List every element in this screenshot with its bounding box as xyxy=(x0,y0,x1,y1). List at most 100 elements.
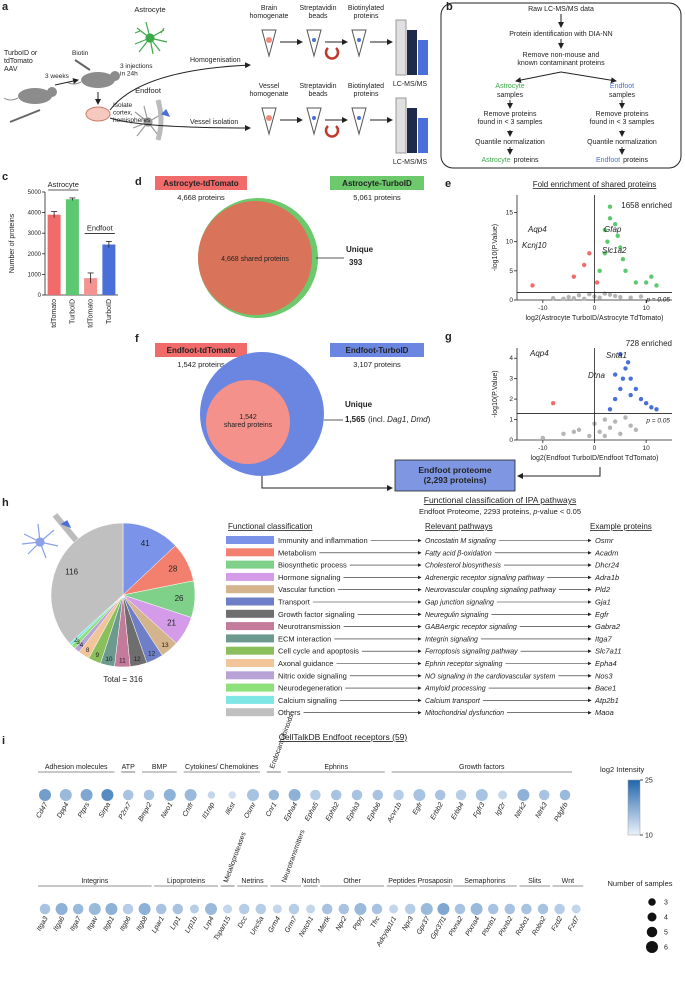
point xyxy=(633,280,639,285)
gene-label: Itgb1 xyxy=(102,915,116,932)
bubble xyxy=(101,789,114,801)
pathway: GABAergic receptor signaling xyxy=(425,624,517,631)
arrow xyxy=(517,467,601,479)
pathway: Amyloid processing xyxy=(424,686,486,693)
arrows xyxy=(280,39,393,123)
astrocyte-icon xyxy=(21,513,83,559)
label-line: cortex, xyxy=(113,109,133,116)
point xyxy=(643,401,649,406)
gene-label: Dtna xyxy=(588,371,605,380)
bubble xyxy=(372,789,384,801)
point xyxy=(571,429,577,435)
point xyxy=(618,245,623,250)
gene-label: Ptprs xyxy=(77,801,91,819)
flowchart-b xyxy=(440,2,682,169)
gene-label: Grm7 xyxy=(284,915,299,935)
label: Remove non-mouse and known contaminant pr… xyxy=(517,52,605,67)
legend-swatch xyxy=(226,708,274,717)
point xyxy=(576,293,582,298)
label: Vessel homogenate xyxy=(250,83,289,98)
bubble xyxy=(351,789,363,801)
label-part: 1,565 xyxy=(345,415,366,424)
astrocyte-icon xyxy=(134,21,168,55)
legend-swatch xyxy=(226,671,274,680)
protein: Adra1b xyxy=(594,573,619,582)
group-label: BMP xyxy=(152,764,168,771)
point xyxy=(597,429,602,435)
x-tick-label: 0 xyxy=(593,445,597,452)
label: Unique xyxy=(346,245,374,254)
label: Endfoot-tdTomato xyxy=(167,346,236,355)
point xyxy=(628,392,633,398)
gene-label: Npr3 xyxy=(401,915,415,932)
gene-label: Erbb2 xyxy=(430,801,445,821)
panel-label: h xyxy=(2,497,9,509)
bubble xyxy=(306,904,316,914)
group-label: Adhesion molecules xyxy=(45,764,108,771)
gene-label: Plxnb2 xyxy=(498,915,515,937)
label-line: 3 injections xyxy=(120,63,153,70)
point xyxy=(654,407,659,412)
label-line: homogenate xyxy=(250,91,289,98)
bubble xyxy=(39,903,51,915)
label-line: known contaminant proteins xyxy=(517,60,605,67)
bubble xyxy=(538,789,550,801)
group-label: Semaphorins xyxy=(464,878,506,885)
label-line: beads xyxy=(308,91,328,98)
arrow xyxy=(109,117,251,131)
gene-label: Ephb6 xyxy=(366,801,382,822)
label-line: proteins xyxy=(354,13,379,20)
gene-label: Epha4 xyxy=(283,801,299,822)
group-label: Cytokines/ Chemokines xyxy=(185,764,259,771)
legend-label: Biosynthetic process xyxy=(278,561,347,570)
group-label: Wnt xyxy=(562,878,575,885)
bubble xyxy=(207,791,216,799)
point xyxy=(649,405,654,410)
label-line: Remove proteins xyxy=(596,111,649,118)
gene-label: Itga7 xyxy=(69,915,83,933)
bubble xyxy=(272,904,282,914)
gene-label: P2rx7 xyxy=(118,801,134,821)
legend-swatch xyxy=(226,695,274,704)
y-tick-label: 5000 xyxy=(28,190,42,196)
column-header: Relevant pathways xyxy=(425,522,493,531)
gene-label: Aqp4 xyxy=(529,349,549,358)
gene-label: Itgb8 xyxy=(135,915,149,932)
point xyxy=(597,268,602,274)
bubble xyxy=(455,789,467,801)
bubble xyxy=(39,789,51,801)
y-tick-label: 1 xyxy=(509,417,513,424)
bubble xyxy=(268,789,280,801)
x-tick-label: 10 xyxy=(643,305,651,312)
bubble xyxy=(80,789,93,801)
slice-label: 4 xyxy=(80,642,84,649)
panel-label: g xyxy=(445,331,452,343)
label-line: 1,542 xyxy=(239,414,257,421)
bubble xyxy=(393,789,404,801)
point xyxy=(623,366,628,371)
legend-label: Axonal guidance xyxy=(278,659,333,668)
chart-title: CellTalkDB Endfoot receptors (59) xyxy=(279,732,408,742)
size-legend-label: 6 xyxy=(664,945,668,952)
label: 4,668 shared proteins xyxy=(221,256,289,263)
gene-label: Tfrc xyxy=(370,915,382,929)
gene-label: Lpar1 xyxy=(151,915,166,934)
gene-label: Ephb2 xyxy=(325,801,341,822)
legend-label: Transport xyxy=(278,598,311,607)
label: Endfoot-TurboID xyxy=(346,346,409,355)
protein: Itga7 xyxy=(595,634,613,643)
chart-title: Fold enrichment of shared proteins xyxy=(533,180,657,189)
legend-label: Calcium signaling xyxy=(278,696,337,705)
group-label: Slits xyxy=(528,878,542,885)
legend-label: Growth factor signaling xyxy=(278,610,355,619)
point xyxy=(602,417,608,422)
point xyxy=(618,431,623,437)
label: Endfoot proteome (2,293 proteins) xyxy=(418,465,491,485)
gene-label: Ntrk2 xyxy=(514,801,528,819)
y-tick-label: 2000 xyxy=(28,252,42,258)
bubble xyxy=(55,903,68,915)
point xyxy=(607,292,613,297)
arrow xyxy=(261,476,393,491)
bubble xyxy=(223,904,233,914)
gene-label: Lrp1b xyxy=(184,915,199,934)
